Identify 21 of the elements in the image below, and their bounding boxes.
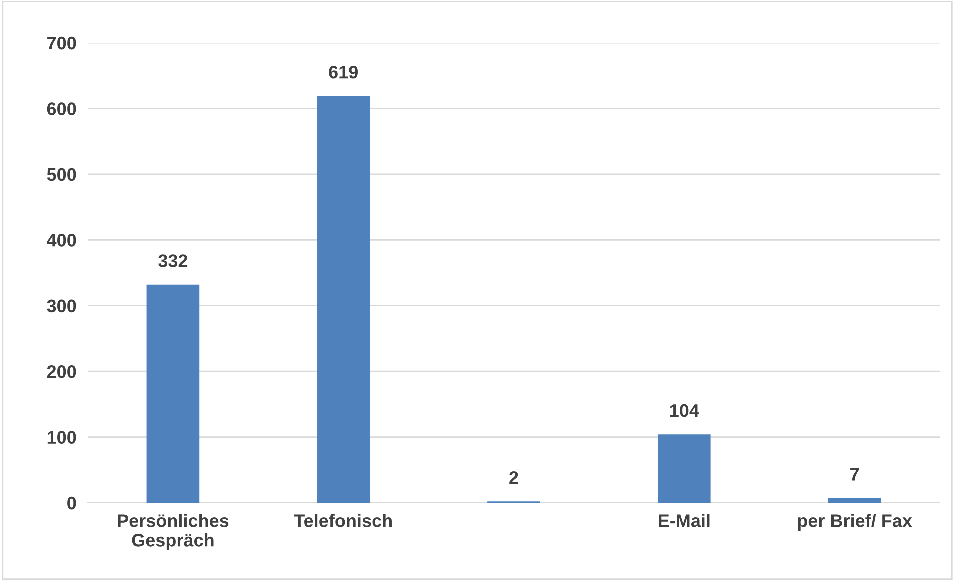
x-tick-label: per Brief/ Fax — [798, 514, 912, 531]
bar — [828, 498, 882, 503]
y-tick-label: 500 — [47, 168, 76, 182]
y-tick-label: 300 — [47, 300, 76, 313]
x-tick-label: E-Mail — [659, 514, 710, 528]
y-tick-label: 0 — [68, 496, 76, 510]
y-tick-label: 200 — [47, 366, 76, 378]
y-tick-label: 400 — [47, 234, 76, 247]
bar — [317, 96, 370, 503]
data-label: 104 — [670, 404, 700, 418]
bar — [146, 284, 200, 503]
x-tick-label: Telefonisch — [294, 514, 392, 528]
y-tick-label: 100 — [48, 431, 76, 444]
data-label: 619 — [329, 66, 358, 79]
x-tick-label: Persönliches Gespräch — [118, 514, 229, 550]
y-tick-label: 600 — [47, 102, 76, 116]
bar — [658, 434, 711, 503]
data-label: 2 — [510, 471, 518, 484]
data-label: 7 — [850, 468, 860, 481]
data-label: 332 — [158, 254, 188, 268]
y-tick-label: 700 — [48, 36, 76, 50]
